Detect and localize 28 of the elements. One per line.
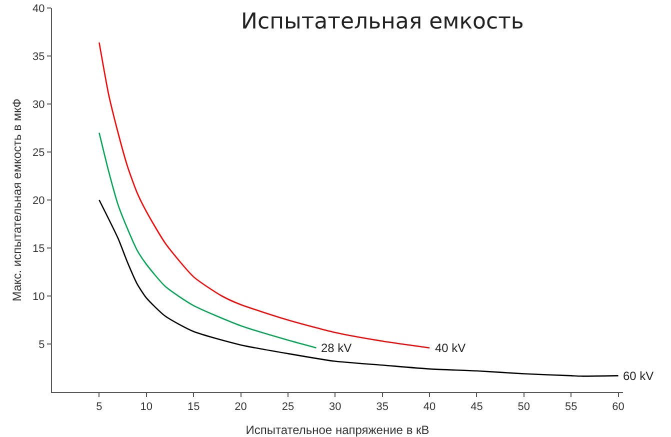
x-tick-label: 5 xyxy=(96,401,102,414)
series-label: 60 kV xyxy=(623,369,654,383)
y-tick-label: 10 xyxy=(32,290,45,303)
series-label: 40 kV xyxy=(435,341,466,355)
y-tick-label: 15 xyxy=(32,242,45,255)
x-tick-label: 40 xyxy=(423,401,436,414)
x-tick-label: 20 xyxy=(234,401,247,414)
chart-title: Испытательная емкость xyxy=(241,10,524,35)
y-tick-label: 5 xyxy=(38,338,45,351)
x-tick-label: 55 xyxy=(564,401,578,414)
y-axis-title: Макс. испытательная емкость в мкФ xyxy=(10,98,24,302)
y-tick-label: 30 xyxy=(32,98,45,111)
x-tick-label: 15 xyxy=(187,401,200,414)
y-tick-label: 40 xyxy=(32,2,45,15)
y-tick-label: 35 xyxy=(32,50,45,63)
x-tick-label: 35 xyxy=(376,401,388,414)
y-tick-label: 25 xyxy=(32,146,45,159)
x-tick-label: 10 xyxy=(140,401,153,414)
x-tick-label: 25 xyxy=(282,401,294,414)
x-tick-label: 45 xyxy=(470,401,483,414)
x-axis-title: Испытательное напряжение в кВ xyxy=(246,423,430,437)
series-label: 28 kV xyxy=(321,341,352,355)
line-series xyxy=(98,132,317,348)
y-tick-label: 20 xyxy=(32,194,45,207)
x-tick-label: 60 xyxy=(612,401,624,414)
x-tick-label: 30 xyxy=(329,401,342,414)
x-tick-label: 50 xyxy=(518,401,530,414)
line-series xyxy=(98,199,619,377)
